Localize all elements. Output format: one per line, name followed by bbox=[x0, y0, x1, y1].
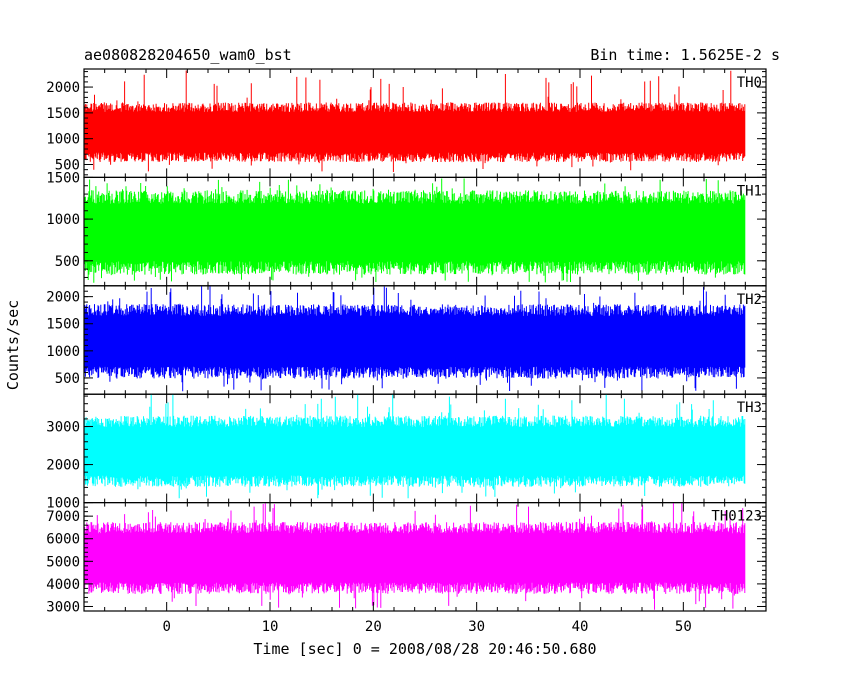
series-th1 bbox=[84, 178, 746, 283]
y-tick-label: 5000 bbox=[46, 554, 80, 570]
series-th2 bbox=[84, 286, 746, 392]
panel-th0123: 3000 4000 5000 6000 7000 TH0123 bbox=[46, 502, 767, 615]
x-tick-label: 50 bbox=[675, 619, 692, 635]
series-th0123 bbox=[84, 503, 746, 610]
panel-th3: 1000 2000 3000 TH3 bbox=[46, 393, 767, 512]
y-tick-label: 2000 bbox=[46, 290, 80, 306]
y-tick-label: 500 bbox=[55, 254, 80, 270]
y-tick-label: 6000 bbox=[46, 532, 80, 548]
y-tick-label: 2000 bbox=[46, 458, 80, 474]
y-tick-label: 2000 bbox=[46, 80, 80, 96]
y-tick-label: 4000 bbox=[46, 577, 80, 593]
panel-label-th3: TH3 bbox=[737, 400, 762, 416]
panel-label-th0: TH0 bbox=[737, 75, 762, 91]
y-tick-label: 1000 bbox=[46, 212, 80, 228]
y-tick-label: 500 bbox=[55, 371, 80, 387]
panel-label-th2: TH2 bbox=[737, 292, 762, 308]
x-tick-label: 20 bbox=[365, 619, 382, 635]
x-tick-label: 40 bbox=[572, 619, 589, 635]
panel-th2: 500 1000 1500 2000 TH2 bbox=[46, 285, 767, 395]
panel-label-th0123: TH0123 bbox=[711, 509, 762, 525]
series-th3 bbox=[84, 394, 746, 499]
y-axis-label: Counts/sec bbox=[4, 300, 22, 390]
y-tick-label: 1000 bbox=[46, 132, 80, 148]
chart-title: ae080828204650_wam0_bst bbox=[84, 46, 292, 64]
y-tick-label: 1500 bbox=[46, 106, 80, 122]
y-tick-label: 1000 bbox=[46, 344, 80, 360]
x-tick-label: 30 bbox=[468, 619, 485, 635]
x-tick-label: 10 bbox=[262, 619, 279, 635]
panel-th0: 500 1000 1500 2000 TH0 bbox=[46, 68, 767, 179]
y-tick-label: 1000 bbox=[46, 496, 80, 512]
bin-time-label: Bin time: 1.5625E-2 s bbox=[590, 46, 780, 64]
y-tick-label: 7000 bbox=[46, 509, 80, 525]
x-tick-label: 0 bbox=[162, 619, 170, 635]
y-tick-label: 3000 bbox=[46, 420, 80, 436]
panel-label-th1: TH1 bbox=[737, 183, 762, 199]
y-tick-label: 500 bbox=[55, 157, 80, 173]
series-th0 bbox=[84, 70, 746, 172]
y-tick-label: 1500 bbox=[46, 170, 80, 186]
x-axis-label: Time [sec] 0 = 2008/08/28 20:46:50.680 bbox=[253, 640, 596, 658]
y-tick-label: 3000 bbox=[46, 599, 80, 615]
panel-th1: 500 1000 1500 TH1 bbox=[46, 170, 767, 287]
y-tick-label: 1500 bbox=[46, 317, 80, 333]
